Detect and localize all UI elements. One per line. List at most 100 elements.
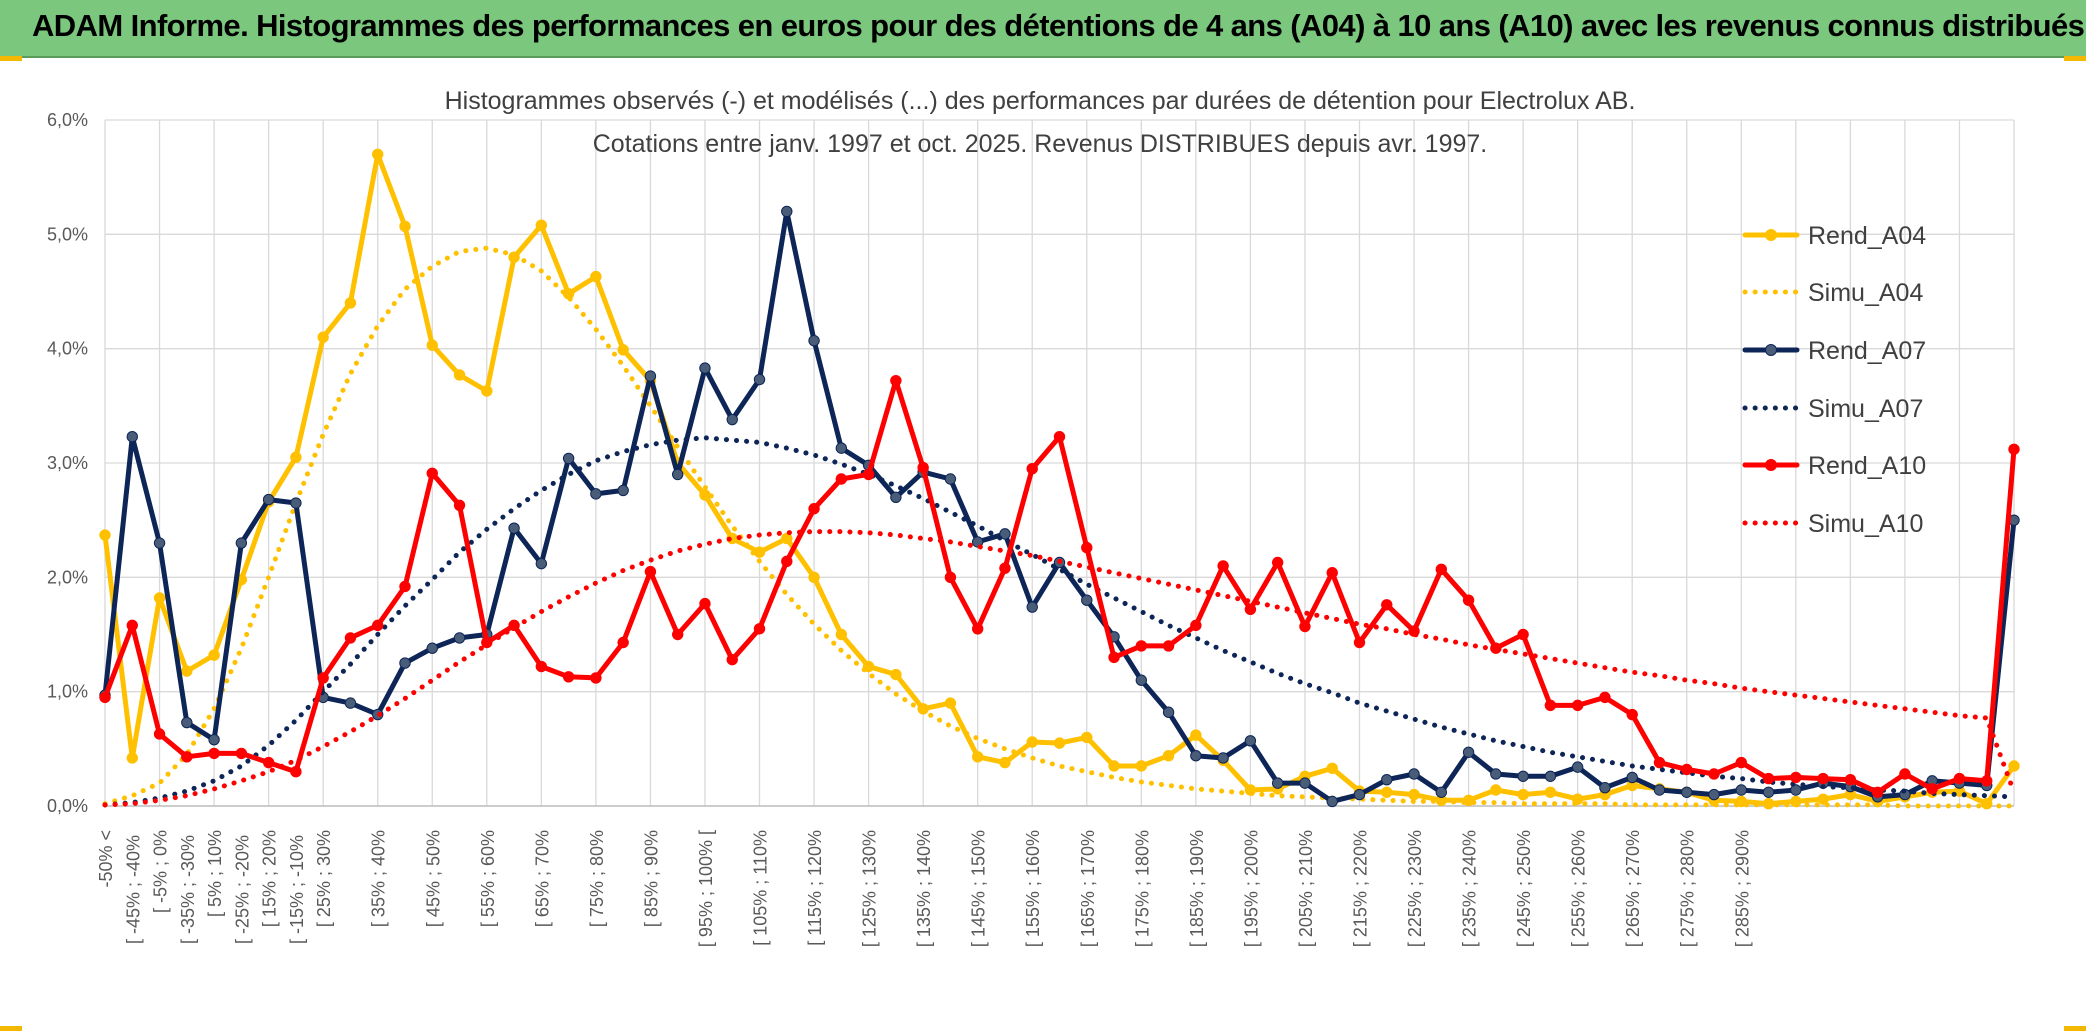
data-point-rend-a10 [126, 619, 138, 632]
data-point-rend-a04 [153, 592, 166, 604]
data-point-rend-a07 [1462, 746, 1475, 758]
x-tick-label: [ 195% ; 200% [1241, 830, 1261, 947]
x-tick-label: [ 235% ; 240% [1460, 830, 1480, 947]
data-point-rend-a07 [1571, 761, 1584, 773]
data-point-rend-a04 [835, 628, 848, 641]
data-point-rend-a10 [262, 756, 275, 769]
data-point-rend-a10 [1953, 772, 1966, 785]
x-tick-label: -50% < [96, 830, 116, 888]
x-tick-label: [ -15% ; -10% [287, 835, 307, 944]
data-point-rend-a07 [181, 716, 193, 729]
data-point-rend-a10 [699, 597, 711, 610]
data-point-rend-a10 [1162, 640, 1175, 652]
x-tick-label: [ -5% ; 0% [151, 830, 171, 913]
data-point-rend-a10 [781, 555, 793, 568]
data-point-rend-a10 [617, 636, 629, 649]
data-point-rend-a04 [99, 529, 111, 541]
legend-label-simu-a04: Simu_A04 [1808, 279, 1923, 307]
data-point-rend-a07 [508, 522, 520, 534]
x-tick-label: [ 155% ; 160% [1023, 830, 1043, 947]
data-point-rend-a04 [1517, 788, 1529, 801]
data-point-rend-a10 [153, 728, 166, 740]
data-point-rend-a07 [262, 493, 275, 506]
data-point-rend-a10 [535, 660, 548, 673]
data-point-rend-a10 [1135, 640, 1148, 652]
data-point-rend-a10 [1871, 786, 1884, 798]
data-point-rend-a10 [1899, 768, 1911, 780]
legend-marker-rend-a04 [1765, 229, 1777, 241]
x-tick-label: [ -25% ; -20% [232, 835, 252, 944]
x-tick-label: [ 165% ; 170% [1078, 830, 1098, 947]
data-point-rend-a07 [1162, 706, 1175, 718]
y-tick-label: 6,0% [47, 110, 88, 130]
data-point-rend-a07 [999, 528, 1011, 540]
data-point-rend-a07 [453, 632, 466, 644]
data-point-rend-a10 [590, 672, 602, 684]
data-point-rend-a07 [1299, 777, 1311, 789]
legend-marker-rend-a10 [1765, 459, 1777, 471]
data-point-rend-a07 [426, 642, 438, 654]
data-point-rend-a10 [1790, 771, 1802, 784]
report-title: ADAM Informe. Histogrammes des performan… [32, 8, 2085, 43]
x-tick-label: [ 135% ; 140% [914, 830, 934, 947]
x-tick-label: [ 85% ; 90% [641, 830, 661, 927]
legend-label-rend-a10: Rend_A10 [1808, 452, 1926, 480]
y-tick-label: 1,0% [47, 682, 88, 702]
data-point-rend-a10 [1981, 775, 1993, 787]
data-point-rend-a07 [808, 334, 820, 347]
data-point-rend-a04 [535, 219, 548, 231]
data-point-rend-a10 [1462, 594, 1475, 606]
data-point-rend-a10 [426, 467, 438, 479]
chart-title: Histogrammes observés (-) et modélisés (… [445, 87, 1636, 115]
x-tick-label: [ 75% ; 80% [587, 830, 607, 927]
x-tick-label: [ 35% ; 40% [369, 830, 389, 927]
data-point-rend-a04 [944, 697, 957, 709]
data-point-rend-a10 [1299, 620, 1311, 633]
data-point-rend-a07 [1408, 768, 1420, 780]
data-point-rend-a04 [426, 339, 438, 351]
data-point-rend-a10 [672, 628, 684, 641]
corner-accent-bottom-left [0, 1026, 22, 1031]
data-point-rend-a07 [1190, 749, 1202, 762]
data-point-rend-a04 [126, 752, 138, 764]
data-point-rend-a10 [235, 747, 248, 760]
data-point-rend-a04 [1326, 762, 1338, 774]
data-point-rend-a07 [672, 468, 684, 481]
data-point-rend-a07 [290, 497, 302, 509]
title-banner: ADAM Informe. Histogrammes des performan… [0, 0, 2086, 58]
data-point-rend-a10 [1653, 756, 1666, 769]
data-point-rend-a04 [372, 148, 384, 161]
data-point-rend-a07 [1217, 752, 1229, 764]
data-point-rend-a10 [1762, 772, 1775, 785]
legend-label-simu-a07: Simu_A07 [1808, 395, 1923, 423]
x-tick-label: [ 55% ; 60% [478, 830, 498, 927]
data-point-rend-a10 [999, 562, 1011, 574]
data-point-rend-a04 [1053, 737, 1066, 749]
data-point-rend-a04 [399, 220, 411, 233]
x-tick-label: [ 185% ; 190% [1187, 830, 1207, 947]
y-tick-label: 4,0% [47, 339, 88, 359]
data-point-rend-a10 [753, 623, 766, 635]
data-point-rend-a04 [317, 331, 329, 343]
data-point-rend-a07 [1762, 786, 1775, 798]
data-point-rend-a10 [726, 653, 738, 666]
data-point-rend-a07 [1326, 795, 1338, 808]
data-point-rend-a10 [1217, 560, 1229, 572]
x-tick-label: [ 25% ; 30% [314, 830, 334, 927]
data-point-rend-a10 [2008, 443, 2020, 455]
data-point-rend-a10 [1844, 774, 1857, 786]
data-point-rend-a10 [971, 623, 984, 635]
data-point-rend-a07 [1381, 774, 1393, 786]
data-point-rend-a04 [1162, 749, 1175, 762]
x-tick-label: [ 215% ; 220% [1350, 830, 1370, 947]
data-point-rend-a10 [944, 571, 957, 584]
data-point-rend-a07 [1681, 786, 1693, 798]
data-point-rend-a07 [1708, 788, 1720, 801]
data-point-rend-a07 [1544, 770, 1557, 782]
data-point-rend-a04 [890, 668, 902, 681]
chart-series [99, 148, 2020, 810]
data-point-rend-a07 [562, 452, 575, 465]
x-tick-label: [ -35% ; -30% [178, 835, 198, 944]
x-tick-label: [ -45% ; -40% [123, 835, 143, 944]
